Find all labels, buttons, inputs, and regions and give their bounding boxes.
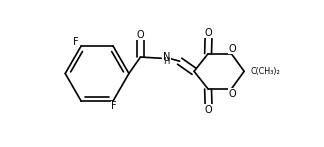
Text: N: N: [163, 52, 170, 62]
Text: F: F: [111, 101, 117, 111]
Text: C(CH₃)₂: C(CH₃)₂: [251, 67, 281, 76]
Text: H: H: [164, 57, 170, 66]
Text: F: F: [74, 36, 79, 46]
Text: O: O: [137, 30, 144, 40]
Text: O: O: [228, 89, 236, 99]
Text: O: O: [228, 44, 236, 54]
Text: O: O: [205, 105, 212, 115]
Text: O: O: [205, 28, 212, 38]
